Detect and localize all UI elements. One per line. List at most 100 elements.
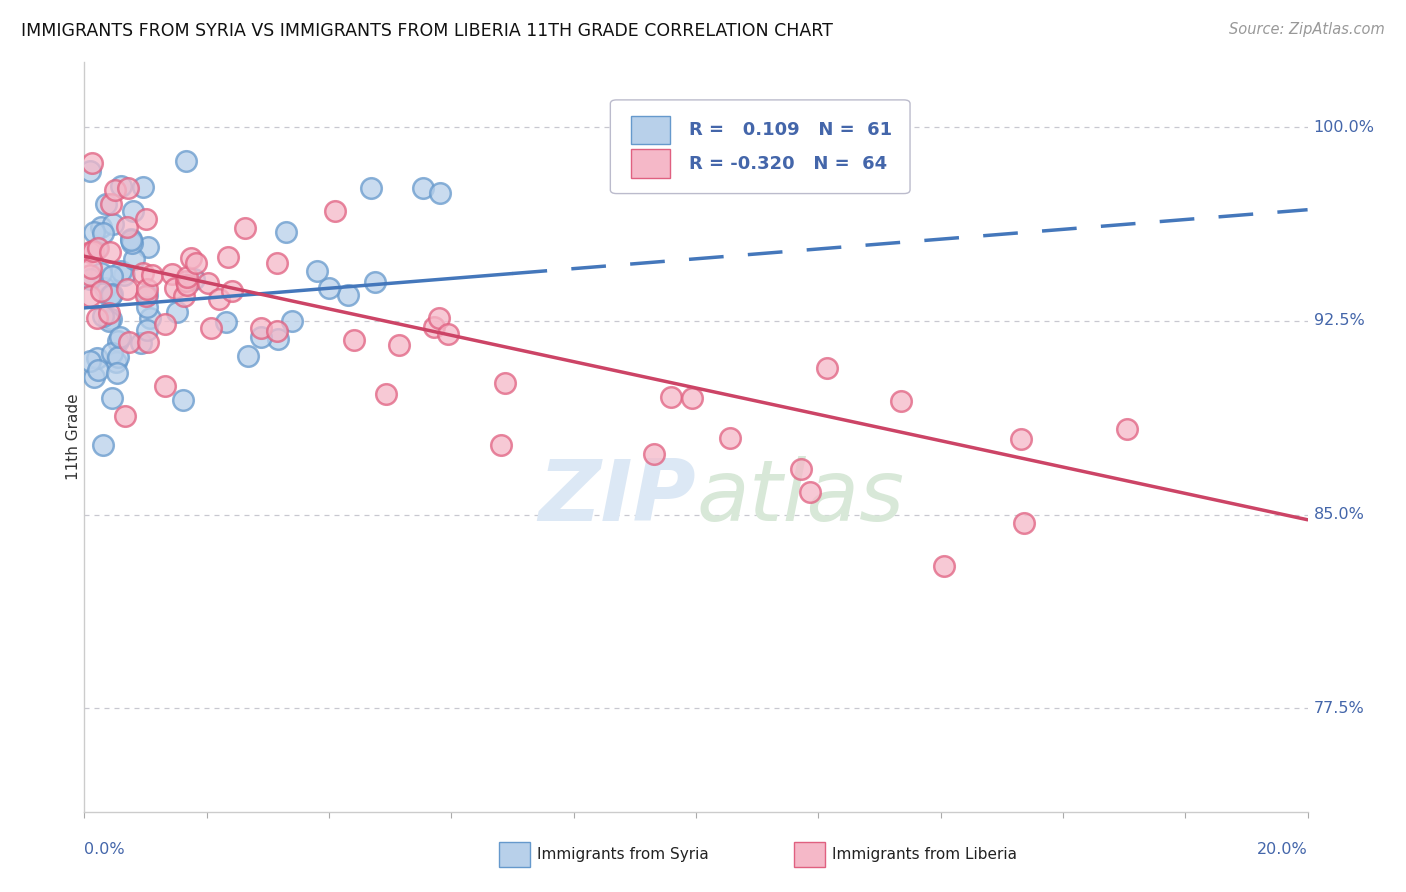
Point [115,282,138,296]
Point [120,233,142,247]
Point [83,369,105,384]
Point [79,164,101,178]
Point [307,264,329,278]
Point [141,268,163,283]
Point [98,245,121,260]
Point [160,267,183,281]
Point [79,245,101,260]
Text: atlas: atlas [696,456,904,539]
Point [718,432,741,446]
Point [79,268,101,282]
Point [153,317,176,331]
Point [79,354,101,368]
Point [90,267,112,281]
Point [101,391,124,405]
Point [115,220,138,235]
Point [374,386,396,401]
Point [97,289,120,303]
Point [110,178,132,193]
Point [163,280,186,294]
Point [107,334,129,348]
Point [96,197,118,211]
Point [79,289,101,303]
Point [117,181,139,195]
Point [221,284,243,298]
Text: Source: ZipAtlas.com: Source: ZipAtlas.com [1229,22,1385,37]
Point [82,244,104,259]
Point [176,278,198,293]
Point [364,275,387,289]
Point [250,320,273,334]
Point [107,350,129,364]
Point [217,250,239,264]
Bar [631,116,671,145]
Point [174,153,197,168]
Point [118,334,141,349]
Point [93,310,115,324]
Point [412,181,434,195]
Point [83,225,105,239]
Point [139,310,162,325]
Point [100,345,122,359]
Point [643,447,665,461]
Point [817,360,839,375]
Point [166,305,188,319]
Point [274,225,297,239]
Point [91,226,114,240]
Point [136,282,159,296]
Point [86,241,108,255]
Point [86,241,108,255]
Point [129,335,152,350]
Point [318,281,340,295]
Point [86,310,108,325]
Point [337,288,360,302]
Point [250,330,273,344]
Point [388,338,411,352]
Text: IMMIGRANTS FROM SYRIA VS IMMIGRANTS FROM LIBERIA 11TH GRADE CORRELATION CHART: IMMIGRANTS FROM SYRIA VS IMMIGRANTS FROM… [21,22,832,40]
Point [112,268,135,282]
Point [1010,432,1032,446]
Text: 100.0%: 100.0% [1313,120,1375,135]
Point [101,217,124,231]
Point [172,393,194,408]
Point [266,256,288,270]
Point [266,332,288,346]
Point [681,391,703,405]
Point [207,292,229,306]
Point [790,461,813,475]
Point [121,236,143,251]
Text: 77.5%: 77.5% [1313,701,1364,716]
Point [280,314,302,328]
Text: ZIP: ZIP [538,456,696,539]
Point [98,314,121,328]
Point [94,281,117,295]
Point [110,329,132,343]
Point [429,186,451,200]
Point [90,219,112,234]
Point [799,484,821,499]
Point [105,355,128,369]
Text: R =   0.109   N =  61: R = 0.109 N = 61 [689,121,891,139]
Point [184,256,207,270]
Point [422,319,444,334]
Point [183,272,205,286]
Point [266,325,288,339]
FancyBboxPatch shape [610,100,910,194]
Text: R = -0.320   N =  64: R = -0.320 N = 64 [689,154,887,172]
Point [236,349,259,363]
Point [176,269,198,284]
Point [91,438,114,452]
Point [890,393,912,408]
Point [436,326,458,341]
Point [120,232,142,246]
Point [200,321,222,335]
Point [90,284,112,298]
Point [80,261,103,276]
Point [100,287,122,301]
Point [103,184,125,198]
Point [176,274,198,288]
Point [491,438,513,452]
Point [122,252,145,266]
Point [197,277,219,291]
Point [98,306,121,320]
